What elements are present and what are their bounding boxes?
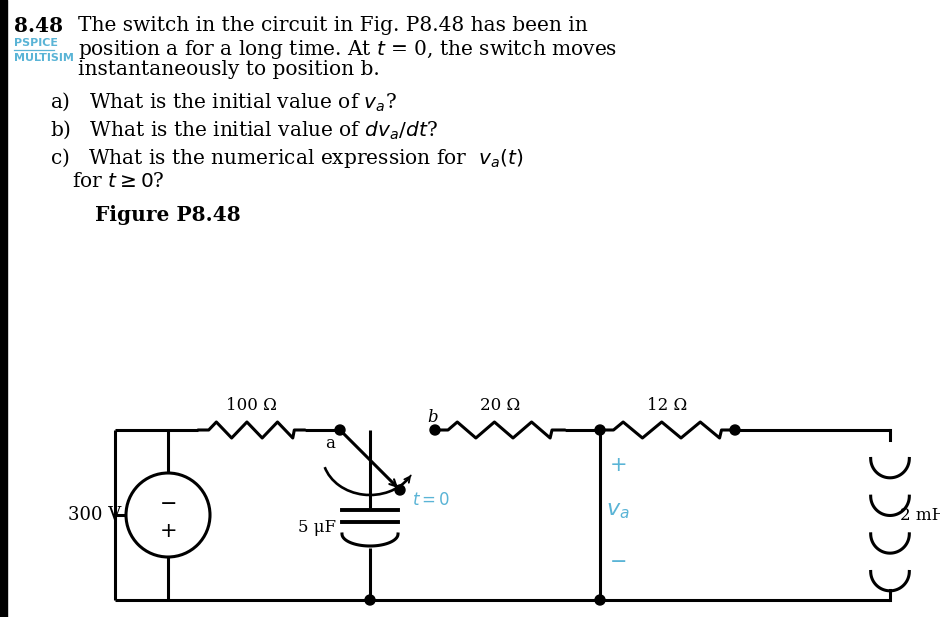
Text: 2 mH: 2 mH	[900, 507, 940, 523]
Text: 20 Ω: 20 Ω	[480, 397, 520, 414]
Text: 100 Ω: 100 Ω	[226, 397, 276, 414]
Text: for $t \geq 0$?: for $t \geq 0$?	[72, 172, 164, 191]
Text: $+$: $+$	[159, 521, 177, 541]
Text: $+$: $+$	[609, 455, 627, 475]
Text: a: a	[325, 435, 335, 452]
Text: 300 V: 300 V	[68, 506, 121, 524]
Circle shape	[430, 425, 440, 435]
Circle shape	[730, 425, 740, 435]
Circle shape	[365, 595, 375, 605]
Text: $-$: $-$	[160, 492, 177, 512]
Text: b: b	[427, 409, 438, 426]
Text: 8.48: 8.48	[14, 16, 63, 36]
Text: 5 μF: 5 μF	[298, 520, 336, 537]
Text: The switch in the circuit in Fig. P8.48 has been in: The switch in the circuit in Fig. P8.48 …	[78, 16, 588, 35]
Text: MULTISIM: MULTISIM	[14, 53, 74, 63]
Text: Figure P8.48: Figure P8.48	[95, 205, 241, 225]
Text: $t = 0$: $t = 0$	[412, 492, 450, 509]
Text: instantaneously to position b.: instantaneously to position b.	[78, 60, 380, 79]
Text: 12 Ω: 12 Ω	[647, 397, 687, 414]
Text: c)   What is the numerical expression for  $v_a(t)$: c) What is the numerical expression for …	[50, 146, 524, 170]
Circle shape	[335, 425, 345, 435]
Text: $-$: $-$	[609, 550, 627, 570]
Text: $v_a$: $v_a$	[606, 499, 630, 521]
Circle shape	[595, 595, 605, 605]
Circle shape	[395, 485, 405, 495]
Text: position a for a long time. At $t$ = 0, the switch moves: position a for a long time. At $t$ = 0, …	[78, 38, 618, 61]
Text: a)   What is the initial value of $v_a$?: a) What is the initial value of $v_a$?	[50, 90, 397, 112]
Text: PSPICE: PSPICE	[14, 38, 58, 48]
Text: b)   What is the initial value of $dv_a/dt$?: b) What is the initial value of $dv_a/dt…	[50, 118, 438, 141]
Circle shape	[595, 425, 605, 435]
